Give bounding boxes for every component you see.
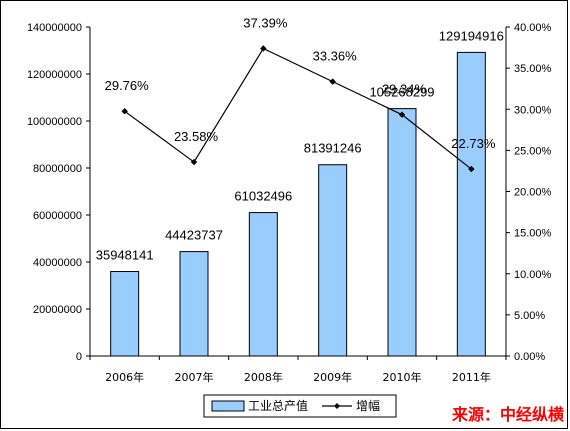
x-tick-label: 2006年: [105, 370, 144, 384]
bar-data-label: 81391246: [304, 141, 362, 156]
growth-data-label: 29.76%: [105, 78, 150, 93]
legend-line-label: 增幅: [356, 398, 380, 413]
y-left-tick-label: 40000000: [33, 257, 82, 269]
growth-point: [398, 111, 406, 118]
growth-data-label: 23.58%: [174, 129, 219, 144]
bar: [387, 108, 417, 357]
bar: [248, 212, 278, 357]
y-right-tick-label: 40.00%: [514, 22, 552, 34]
bar-data-label: 44423737: [165, 228, 223, 243]
y-right-tick-label: 0.00%: [514, 351, 545, 363]
legend-bar-swatch: [211, 400, 245, 412]
y-left-tick-label: 80000000: [33, 163, 82, 175]
growth-point: [260, 45, 267, 52]
growth-data-label: 22.73%: [451, 136, 496, 151]
y-right-tick-label: 20.00%: [514, 187, 552, 199]
bar: [318, 164, 348, 357]
y-right-tick-label: 10.00%: [514, 269, 552, 281]
bar: [110, 271, 140, 357]
x-tick-label: 2009年: [313, 370, 352, 384]
y-right-tick-label: 15.00%: [514, 228, 552, 240]
legend-bar-label: 工业总产值: [248, 398, 308, 413]
growth-point: [190, 158, 198, 166]
growth-point: [329, 78, 336, 85]
bar: [456, 51, 486, 357]
growth-point: [121, 108, 128, 115]
x-tick-label: 2010年: [383, 370, 422, 384]
y-left-tick-label: 0: [76, 351, 82, 363]
x-tick-label: 2007年: [175, 370, 214, 384]
y-left-tick-label: 140000000: [27, 22, 82, 34]
bar-data-label: 61032496: [234, 189, 292, 204]
bar-data-label: 35948141: [96, 248, 154, 263]
y-left-tick-label: 100000000: [27, 116, 82, 128]
y-left-tick-label: 60000000: [33, 210, 82, 222]
y-left-tick-label: 20000000: [33, 304, 82, 316]
bar: [179, 251, 209, 357]
y-right-tick-label: 35.00%: [514, 63, 552, 75]
source-label: 来源：中经纵横: [451, 405, 564, 424]
bar-data-label: 129194916: [439, 28, 504, 43]
bar-data-label: 105268299: [369, 85, 434, 100]
y-right-tick-label: 30.00%: [514, 104, 552, 116]
growth-line: [124, 47, 472, 170]
y-right-tick-label: 5.00%: [514, 310, 545, 322]
x-tick-label: 2011年: [452, 370, 491, 384]
growth-data-label: 33.36%: [313, 49, 358, 64]
y-right-tick-label: 25.00%: [514, 145, 552, 157]
x-tick-label: 2008年: [244, 370, 283, 384]
legend-line-marker: [334, 403, 340, 409]
legend-box: [203, 394, 397, 418]
growth-point: [468, 165, 475, 173]
growth-data-label: 37.39%: [243, 15, 288, 30]
growth-data-label: 29.34%: [382, 82, 427, 97]
y-left-tick-label: 120000000: [27, 69, 82, 81]
